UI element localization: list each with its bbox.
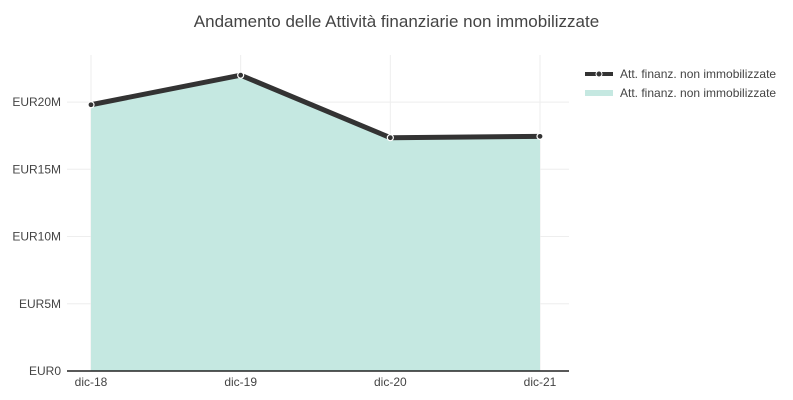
line-layer xyxy=(87,71,544,142)
line-point[interactable] xyxy=(536,132,544,140)
y-tick-label: EUR15M xyxy=(12,162,61,176)
y-tick-label: EUR0 xyxy=(29,364,61,378)
area-layer xyxy=(91,75,540,371)
y-tick-label: EUR5M xyxy=(19,297,61,311)
line-series xyxy=(90,72,541,141)
legend-label-line: Att. finanz. non immobilizzate xyxy=(620,67,776,81)
legend-label-area: Att. finanz. non immobilizzate xyxy=(620,86,776,100)
line-point[interactable] xyxy=(386,134,394,142)
x-tick-label: dic-21 xyxy=(524,375,557,389)
x-tick-label: dic-18 xyxy=(75,375,108,389)
axis-layer: EUR0 EUR5M EUR10M EUR15M EUR20M dic-18 dic-19 d… xyxy=(12,95,569,389)
chart-title: Andamento delle Attività finanziarie non… xyxy=(193,12,600,31)
legend-line-marker xyxy=(595,70,603,78)
y-tick-label: EUR10M xyxy=(12,230,61,244)
x-tick-label: dic-20 xyxy=(374,375,407,389)
line-point[interactable] xyxy=(87,101,95,109)
y-tick-label: EUR20M xyxy=(12,95,61,109)
line-point[interactable] xyxy=(237,71,245,79)
area-series xyxy=(91,75,540,371)
legend: Att. finanz. non immobilizzate Att. fina… xyxy=(585,67,776,100)
x-tick-label: dic-19 xyxy=(224,375,257,389)
